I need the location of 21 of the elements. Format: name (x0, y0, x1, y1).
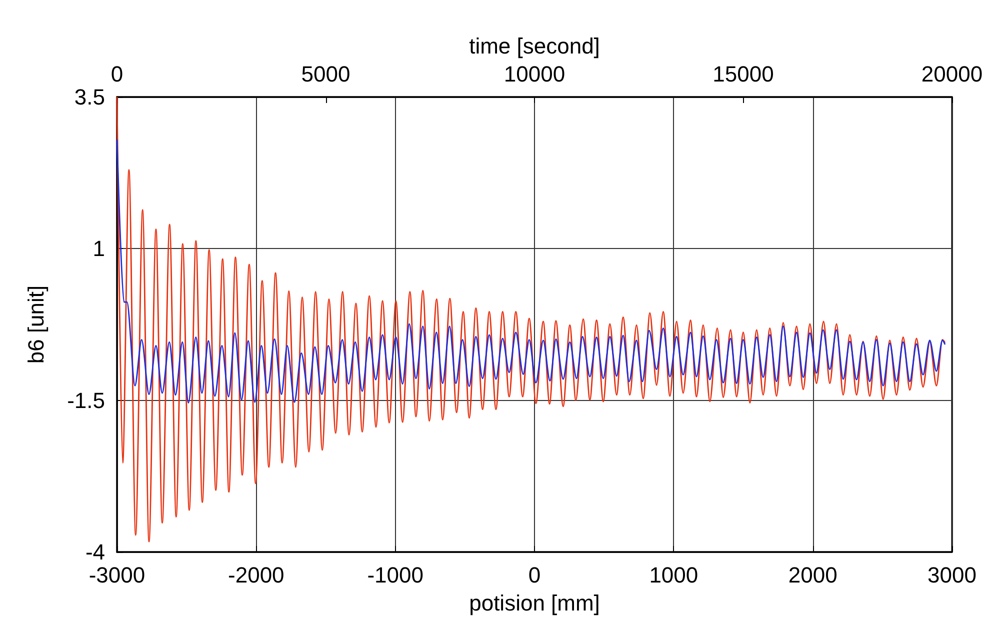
x2-axis-title: time [second] (469, 34, 600, 58)
x2-tick-label: 5000 (301, 62, 350, 86)
y-axis-title: b6 [unit] (24, 285, 48, 364)
x-tick-label: -1000 (367, 562, 424, 588)
line-series (116, 96, 946, 542)
x2-tick-label: 15000 (712, 62, 774, 86)
x-tick-label: -3000 (88, 562, 146, 588)
line-series (116, 138, 946, 404)
y-tick-label: 3.5 (74, 84, 105, 110)
x-tick-label: 1000 (649, 562, 698, 588)
x2-tick-label: 10000 (504, 62, 566, 86)
y-tick-label: 1 (92, 236, 105, 262)
x2-tick-label: 0 (110, 62, 124, 86)
x2-tick-label: 20000 (921, 62, 983, 86)
y-tick-label: -4 (85, 540, 105, 564)
x-tick-label: -2000 (228, 562, 284, 588)
x-tick-label: 0 (528, 562, 541, 588)
y-tick-label: -1.5 (67, 388, 105, 413)
x-axis-title: potision [mm] (469, 590, 600, 616)
x-tick-label: 3000 (928, 562, 976, 588)
x-tick-label: 2000 (788, 562, 838, 588)
